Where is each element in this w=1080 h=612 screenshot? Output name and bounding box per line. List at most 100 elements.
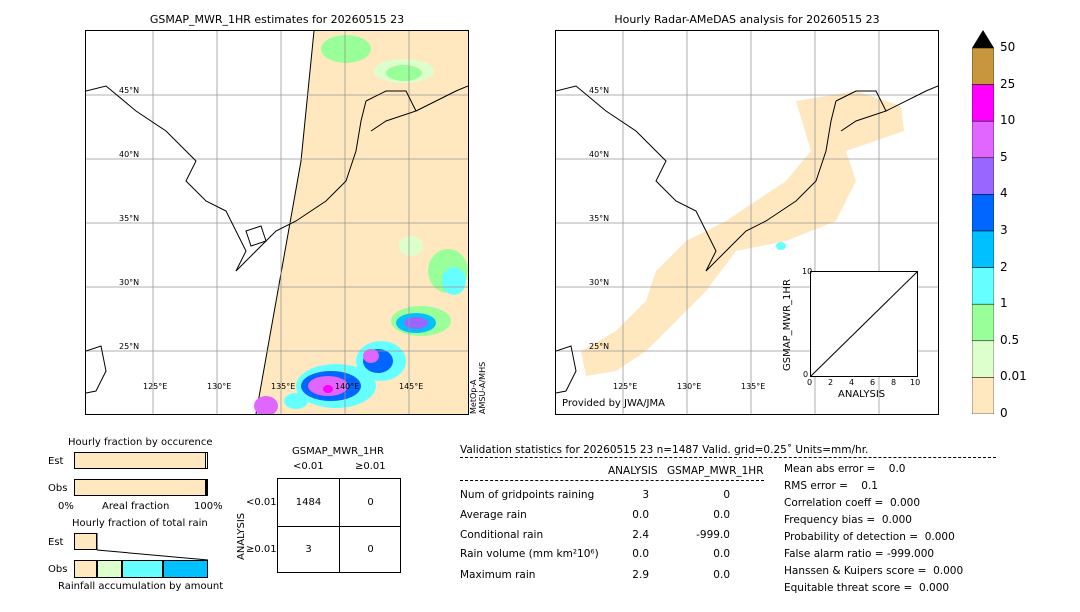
inset-xtick: 2 [828, 378, 834, 387]
total-obs-seg-1 [74, 560, 97, 578]
col-gsmap: GSMAP_MWR_1HR [667, 465, 764, 477]
contingency-row-2: ≥0.01 [246, 544, 277, 555]
obs-bar-fill [74, 479, 206, 496]
contingency-title: GSMAP_MWR_1HR [292, 446, 384, 457]
occurence-obs-label: Obs [48, 483, 68, 494]
colorbar-segment [971, 303, 995, 342]
scatter-canvas [810, 271, 918, 377]
lon-label: 145°E [399, 382, 423, 391]
left-lat-labels: 45°N 40°N 35°N 30°N 25°N [119, 86, 139, 351]
analysis-rain [776, 242, 786, 250]
colorbar-label: 3 [1000, 223, 1008, 237]
stat-label: Maximum rain [460, 569, 536, 581]
inset-ylabel: GSMAP_MWR_1HR [782, 279, 793, 371]
lon-label: 130°E [677, 382, 701, 391]
swath-edge [255, 31, 315, 414]
stat-gsmap: 0 [723, 489, 730, 501]
right-map-canvas: 45°N 40°N 35°N 30°N 25°N 125°E 130°E 135… [556, 31, 938, 414]
validation-divider-mid [460, 480, 764, 481]
validation-header: Validation statistics for 20260515 23 n=… [460, 444, 869, 456]
colorbar-segments [971, 47, 995, 415]
contingency-col-2: ≥0.01 [355, 461, 386, 472]
stat-analysis: 0.0 [632, 509, 649, 521]
colorbar-segment [971, 377, 995, 415]
colorbar-segment [971, 157, 995, 195]
score-line: Mean abs error = 0.0 [784, 463, 906, 475]
colorbar-segment [971, 194, 995, 232]
inset-xtick: 4 [849, 378, 855, 387]
right-map: 45°N 40°N 35°N 30°N 25°N 125°E 130°E 135… [555, 30, 939, 415]
stat-gsmap: 0.0 [713, 509, 730, 521]
total-title: Hourly fraction of total rain [72, 518, 208, 529]
cell-1-1: 1484 [295, 497, 322, 508]
inset-xlabel: ANALYSIS [838, 389, 886, 400]
colorbar-segment [971, 120, 995, 159]
left-map-grid [86, 31, 468, 414]
lat-label: 25°N [589, 342, 609, 351]
inset-xtick: 8 [891, 378, 897, 387]
colorbar-label: 0 [1000, 406, 1008, 420]
stat-gsmap: 0.0 [713, 548, 730, 560]
analysis-coverage [581, 91, 904, 376]
left-map-title: GSMAP_MWR_1HR estimates for 20260515 23 [149, 13, 405, 26]
obs-bar-tail [205, 479, 208, 496]
score-line: Equitable threat score = 0.000 [784, 582, 950, 594]
coastlines-right [556, 85, 938, 394]
lon-label: 125°E [613, 382, 637, 391]
colorbar [971, 30, 995, 415]
stat-gsmap: -999.0 [696, 529, 730, 541]
stat-label: Rain volume (mm km²10⁶) [460, 548, 599, 560]
colorbar-label: 1 [1000, 296, 1008, 311]
est-bar-fill [74, 452, 206, 469]
lon-label: 130°E [207, 382, 231, 391]
colorbar-label: 2 [1000, 259, 1008, 274]
stat-analysis: 0.0 [632, 548, 649, 560]
colorbar-segment [971, 340, 995, 378]
lat-label: 40°N [589, 150, 609, 159]
sensor-label: MetOp-A AMSU-A/MHS [469, 361, 487, 414]
inset-ytick: 10 [802, 267, 813, 276]
contingency-row-1: <0.01 [246, 497, 277, 508]
colorbar-extend-arrow [972, 30, 994, 48]
lat-label: 45°N [589, 86, 609, 95]
colorbar-label: 4 [1000, 186, 1008, 201]
colorbar-canvas [971, 30, 995, 415]
occurence-axis-left: 0% [58, 501, 74, 512]
cell-2-1: 3 [305, 544, 312, 555]
total-obs-seg-3 [122, 560, 163, 578]
stat-gsmap: 0.0 [713, 569, 730, 581]
total-obs-label: Obs [48, 564, 68, 575]
score-line: RMS error = 0.1 [784, 480, 878, 492]
stat-label: Average rain [460, 509, 527, 521]
lat-label: 25°N [119, 342, 139, 351]
total-est-label: Est [48, 537, 64, 548]
colorbar-labels: 50 25 10 5 4 3 2 1 0.5 0.01 0 [1000, 0, 1060, 420]
lat-label: 30°N [589, 278, 609, 287]
col-analysis: ANALYSIS [608, 465, 658, 477]
lon-label: 140°E [335, 382, 359, 391]
total-obs-seg-4 [163, 560, 208, 578]
lat-label: 45°N [119, 86, 139, 95]
total-obs-seg-2 [97, 560, 122, 578]
occurence-axis-right: 100% [194, 501, 223, 512]
lon-label: 135°E [741, 382, 765, 391]
score-line: Correlation coeff = 0.000 [784, 497, 920, 509]
diagonal-line [810, 271, 918, 377]
right-map-title: Hourly Radar-AMeDAS analysis for 2026051… [614, 13, 880, 26]
colorbar-label: 50 [1000, 40, 1016, 54]
stat-label: Conditional rain [460, 529, 544, 541]
score-line: Frequency bias = 0.000 [784, 514, 912, 526]
total-caption: Rainfall accumulation by amount [58, 581, 224, 592]
colorbar-label: 0.01 [1000, 369, 1027, 384]
total-connector [96, 533, 208, 561]
colorbar-segment [971, 84, 995, 122]
stat-analysis: 2.4 [632, 529, 649, 541]
left-map: 45°N 40°N 35°N 30°N 25°N 125°E 130°E 135… [85, 30, 469, 415]
validation-divider-top [460, 457, 996, 458]
colorbar-segment [971, 47, 995, 85]
lat-label: 30°N [119, 278, 139, 287]
right-lat-labels: 45°N 40°N 35°N 30°N 25°N [589, 86, 609, 351]
inset-xtick: 6 [870, 378, 876, 387]
colorbar-segment [971, 230, 995, 268]
colorbar-segment [971, 267, 995, 305]
